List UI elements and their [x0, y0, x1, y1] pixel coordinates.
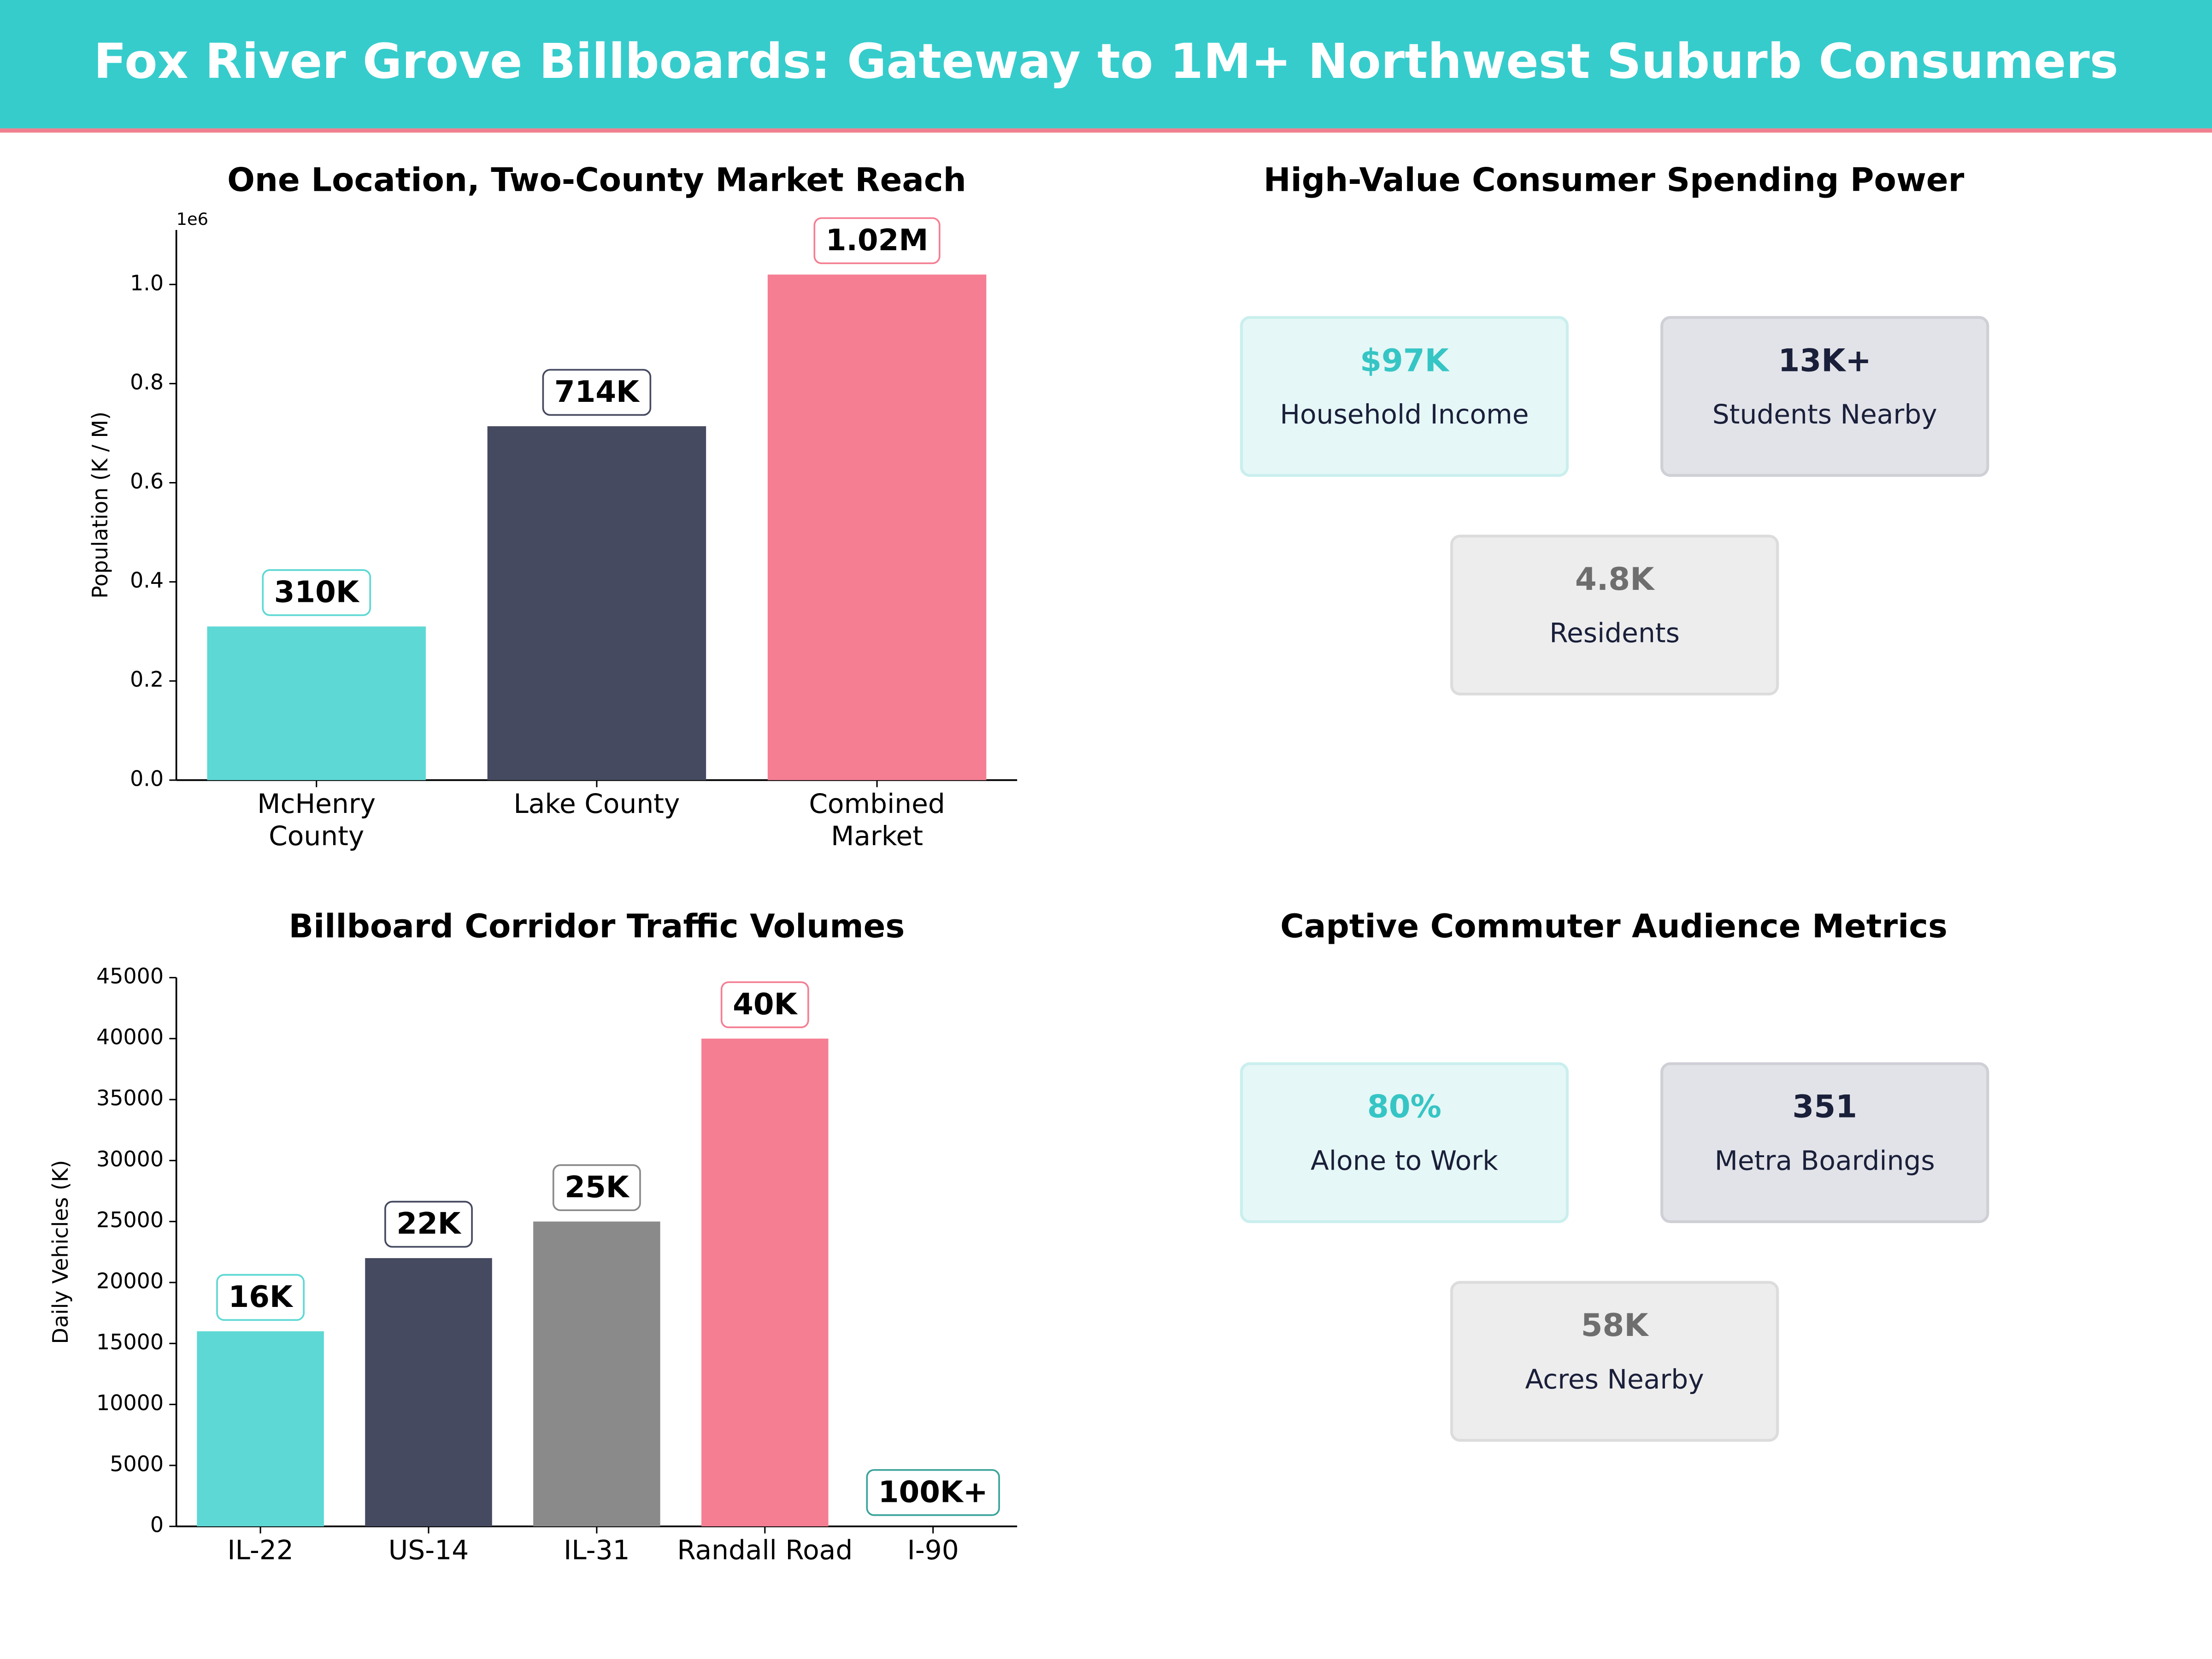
y-tick-label: 10000 [96, 1390, 164, 1415]
value-label-text: 16K [228, 1280, 293, 1314]
kpi-value: 58K [1581, 1307, 1650, 1343]
value-label-box [866, 1469, 1000, 1516]
kpi-label: Residents [1549, 618, 1680, 649]
y-tick-label: 0.2 [130, 667, 164, 692]
value-label: 310K [262, 569, 371, 616]
panel-title: High-Value Consumer Spending Power [1264, 161, 1965, 199]
value-label-box [262, 569, 371, 616]
chart-title: One Location, Two-County Market Reach [227, 161, 966, 199]
x-tick-label: McHenry County [257, 788, 376, 852]
kpi-card [1660, 316, 1989, 477]
bar [701, 1038, 829, 1527]
kpi-card [1660, 1062, 1989, 1224]
bar [365, 1258, 492, 1527]
bar [197, 1331, 324, 1527]
y-tick-label: 1.0 [130, 271, 164, 295]
y-tick-label: 25000 [96, 1207, 164, 1232]
value-label-box [542, 369, 652, 416]
value-label: 714K [542, 369, 652, 416]
bar [533, 1221, 660, 1527]
value-label-box [720, 981, 809, 1029]
panel-title: Captive Commuter Audience Metrics [1280, 907, 1947, 945]
value-label: 25K [552, 1164, 641, 1212]
kpi-value: $97K [1360, 342, 1450, 378]
bar [207, 626, 426, 780]
kpi-label: Students Nearby [1712, 399, 1937, 430]
value-label: 16K [216, 1274, 305, 1321]
value-label: 40K [720, 981, 809, 1029]
y-tick-label: 0.0 [130, 766, 164, 791]
y-tick-label: 0 [150, 1512, 164, 1537]
kpi-label: Acres Nearby [1525, 1364, 1704, 1395]
value-label-box [552, 1164, 641, 1212]
kpi-value: 80% [1367, 1088, 1441, 1125]
x-tick-label: Randall Road [677, 1534, 853, 1565]
x-tick-label: IL-22 [227, 1534, 294, 1565]
kpi-value: 13K+ [1778, 342, 1871, 378]
y-axis-label: Population (K / M) [88, 412, 112, 599]
value-label-box [216, 1274, 305, 1321]
value-label: 22K [384, 1200, 473, 1248]
y-tick-label: 30000 [96, 1147, 164, 1171]
kpi-card [1240, 316, 1569, 477]
value-label-box [813, 217, 941, 265]
y-axis-label: Daily Vehicles (K) [48, 1160, 73, 1344]
y-tick-label: 5000 [110, 1451, 164, 1476]
y-offset-label: 1e6 [176, 209, 208, 229]
kpi-label: Metra Boardings [1715, 1145, 1935, 1177]
kpi-label: Household Income [1280, 399, 1529, 430]
x-tick-label: IL-31 [564, 1534, 630, 1565]
value-label-text: 1.02M [826, 223, 929, 258]
kpi-card [1450, 535, 1779, 696]
y-tick-label: 20000 [96, 1268, 164, 1293]
x-tick-label: US-14 [388, 1534, 469, 1565]
value-label-box [384, 1200, 473, 1248]
bar [767, 274, 987, 780]
kpi-card [1240, 1062, 1569, 1224]
value-label: 100K+ [866, 1469, 1000, 1516]
chart-title: Billboard Corridor Traffic Volumes [288, 907, 905, 945]
y-tick-label: 0.6 [130, 469, 164, 494]
value-label-text: 25K [565, 1170, 629, 1205]
y-tick-label: 0.4 [130, 568, 164, 593]
kpi-label: Alone to Work [1311, 1145, 1498, 1177]
value-label-text: 714K [554, 375, 640, 409]
value-label-text: 310K [274, 575, 360, 610]
kpi-card [1450, 1281, 1779, 1442]
bar [487, 426, 706, 780]
page-title: Fox River Grove Billboards: Gateway to 1… [94, 33, 2118, 89]
x-tick-label: I-90 [907, 1534, 959, 1565]
x-tick-label: Combined Market [809, 788, 945, 852]
value-label-text: 22K [396, 1206, 461, 1241]
kpi-value: 351 [1792, 1088, 1857, 1125]
y-tick-label: 40000 [96, 1024, 164, 1049]
kpi-value: 4.8K [1575, 561, 1655, 597]
value-label-text: 100K+ [878, 1475, 988, 1509]
x-tick-label: Lake County [513, 788, 680, 819]
header-bar [0, 0, 2212, 129]
header-rule [0, 128, 2212, 133]
y-tick-label: 45000 [96, 964, 164, 988]
y-tick-label: 35000 [96, 1086, 164, 1111]
value-label-text: 40K [733, 987, 798, 1022]
y-tick-label: 0.8 [130, 370, 164, 394]
value-label: 1.02M [813, 217, 941, 265]
y-tick-label: 15000 [96, 1330, 164, 1354]
